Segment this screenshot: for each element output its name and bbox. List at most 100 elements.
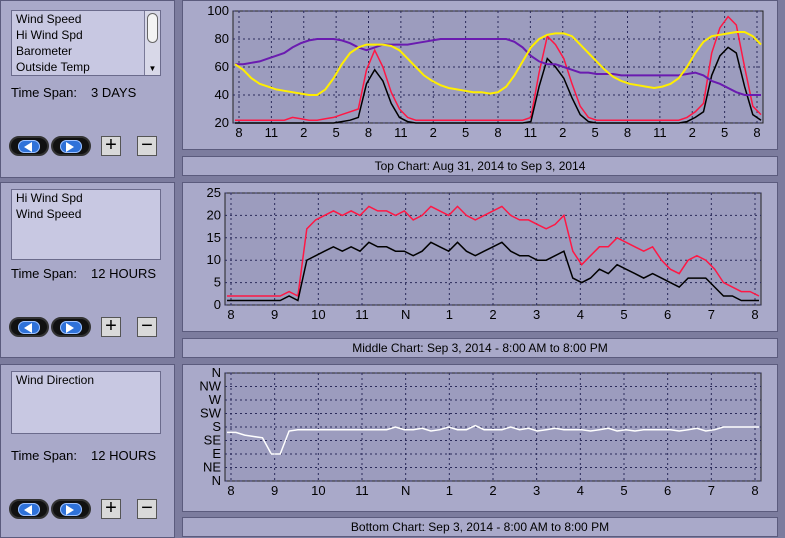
bottom-control-panel: Wind Direction Time Span: 12 HOURS + −: [0, 364, 175, 538]
top-chart-caption: Top Chart: Aug 31, 2014 to Sep 3, 2014: [182, 156, 778, 176]
x-tick-label: 3: [533, 307, 540, 322]
x-tick-label: 8: [753, 125, 760, 140]
x-tick-label: 1: [446, 483, 453, 498]
x-tick-label: 2: [300, 125, 307, 140]
top-chart: 8 11 2 5 8 11 2 5 8 11 2 5 8 11 2 5 8 20 40 60 80 100: [207, 3, 764, 140]
x-tick-label: 5: [620, 307, 627, 322]
x-tick-label: 5: [462, 125, 469, 140]
left-arrow-icon: [24, 142, 32, 152]
y-tick-label: 60: [215, 59, 229, 74]
top-control-panel: Wind Speed Hi Wind Spd Barometer Outside…: [0, 0, 175, 178]
y-tick-label: N: [212, 365, 221, 380]
top-series-list[interactable]: Wind Speed Hi Wind Spd Barometer Outside…: [11, 10, 161, 76]
list-item[interactable]: Wind Direction: [16, 373, 95, 387]
x-tick-label: N: [401, 307, 410, 322]
forward-button[interactable]: [51, 317, 91, 337]
x-tick-label: 8: [751, 483, 758, 498]
y-tick-label: S: [212, 419, 221, 434]
y-tick-label: SW: [200, 406, 222, 421]
back-button[interactable]: [9, 499, 49, 519]
x-tick-label: 2: [559, 125, 566, 140]
left-arrow-icon: [24, 323, 32, 333]
list-item[interactable]: Wind Speed: [16, 207, 82, 221]
list-item[interactable]: Outside Temp: [16, 60, 90, 74]
x-tick-label: 7: [708, 483, 715, 498]
y-tick-label: NW: [199, 379, 221, 394]
x-tick-label: 6: [664, 307, 671, 322]
list-item[interactable]: Hi Wind Spd: [16, 28, 83, 42]
y-tick-label: 15: [207, 230, 221, 245]
x-tick-label: 4: [577, 307, 584, 322]
series-line-outside-temp: [234, 31, 762, 96]
zoom-in-button[interactable]: +: [101, 135, 121, 156]
list-item[interactable]: Wind Speed: [16, 12, 82, 26]
zoom-out-button[interactable]: −: [137, 316, 157, 337]
x-tick-label: 5: [620, 483, 627, 498]
time-span-value: 12 HOURS: [91, 448, 157, 463]
x-tick-label: 11: [653, 125, 667, 140]
x-tick-label: 4: [577, 483, 584, 498]
x-tick-label: 10: [311, 483, 325, 498]
x-tick-label: 9: [271, 307, 278, 322]
forward-button[interactable]: [51, 499, 91, 519]
zoom-in-button[interactable]: +: [101, 498, 121, 519]
left-arrow-icon: [24, 505, 32, 515]
series-line-barometer: [235, 38, 761, 96]
scroll-thumb[interactable]: [147, 13, 158, 43]
list-item[interactable]: Barometer: [16, 44, 73, 58]
y-tick-label: 25: [207, 185, 221, 200]
x-tick-label: 8: [751, 307, 758, 322]
time-span-value: 12 HOURS: [91, 266, 157, 281]
x-tick-label: 2: [689, 125, 696, 140]
x-tick-label: 8: [494, 125, 501, 140]
zoom-out-button[interactable]: −: [137, 135, 157, 156]
y-tick-label: E: [212, 446, 221, 461]
y-tick-label: 10: [207, 252, 221, 267]
x-tick-label: 8: [235, 125, 242, 140]
time-span-value: 3 DAYS: [91, 85, 137, 100]
x-tick-label: 11: [394, 125, 408, 140]
right-arrow-icon: [66, 142, 74, 152]
x-tick-label: 6: [664, 483, 671, 498]
x-tick-label: 7: [708, 307, 715, 322]
x-tick-label: 8: [227, 307, 234, 322]
series-line-hi-wind-spd: [235, 15, 762, 121]
list-item[interactable]: Hi Wind Spd: [16, 191, 83, 205]
forward-button[interactable]: [51, 136, 91, 156]
x-tick-label: 2: [489, 483, 496, 498]
x-tick-label: 2: [489, 307, 496, 322]
x-tick-label: N: [401, 483, 410, 498]
right-arrow-icon: [66, 323, 74, 333]
back-button[interactable]: [9, 317, 49, 337]
middle-series-list[interactable]: Hi Wind Spd Wind Speed: [11, 189, 161, 260]
x-tick-label: 8: [365, 125, 372, 140]
bottom-chart-caption: Bottom Chart: Sep 3, 2014 - 8:00 AM to 8…: [182, 517, 778, 537]
x-tick-label: 8: [227, 483, 234, 498]
scroll-down-icon[interactable]: ▼: [148, 64, 157, 73]
series-line-wind-speed: [227, 241, 759, 302]
x-tick-label: 1: [446, 307, 453, 322]
y-tick-label: 100: [207, 3, 229, 18]
middle-control-panel: Hi Wind Spd Wind Speed Time Span: 12 HOU…: [0, 182, 175, 358]
time-span-label: Time Span:: [11, 266, 77, 281]
x-tick-label: 5: [721, 125, 728, 140]
series-line-wind-direction: [227, 424, 759, 455]
y-tick-label: 20: [215, 115, 229, 130]
back-button[interactable]: [9, 136, 49, 156]
y-tick-label: 20: [207, 207, 221, 222]
bottom-series-list[interactable]: Wind Direction: [11, 371, 161, 434]
middle-chart-frame: 8 9 10 11 N 1 2 3 4 5 6 7 8 0 5 10 15 20 25: [182, 182, 778, 332]
x-tick-label: 8: [624, 125, 631, 140]
zoom-out-button[interactable]: −: [137, 498, 157, 519]
middle-chart-caption: Middle Chart: Sep 3, 2014 - 8:00 AM to 8…: [182, 338, 778, 358]
time-span-label: Time Span:: [11, 448, 77, 463]
x-tick-label: 11: [265, 125, 279, 140]
list-scrollbar[interactable]: ▼: [144, 11, 160, 75]
y-tick-label: 5: [214, 275, 221, 290]
y-tick-label: SE: [204, 433, 222, 448]
x-tick-label: 5: [592, 125, 599, 140]
time-span-label: Time Span:: [11, 85, 77, 100]
zoom-in-button[interactable]: +: [101, 316, 121, 337]
x-tick-label: 2: [430, 125, 437, 140]
